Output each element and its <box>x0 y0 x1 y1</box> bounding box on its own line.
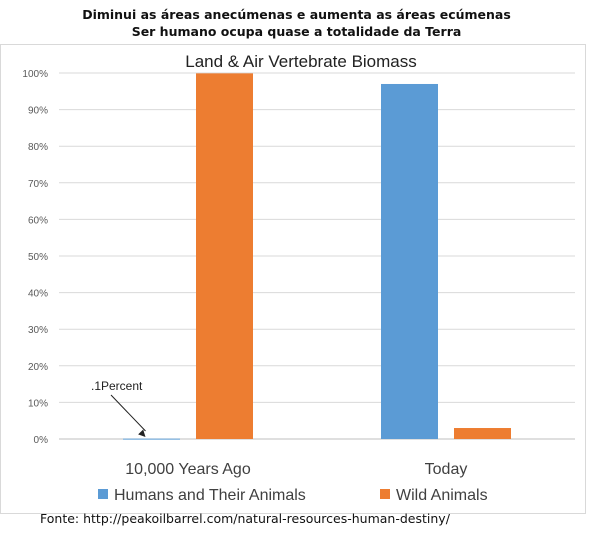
legend-swatch <box>98 489 108 499</box>
chart-area: Land & Air Vertebrate Biomass 0% 10% 20% 30… <box>0 44 586 514</box>
bar <box>123 438 180 440</box>
annotation-label: .1Percent <box>91 379 143 393</box>
chart-heading-line-1: Diminui as áreas anecúmenas e aumenta as… <box>82 7 511 22</box>
source-credit: Fonte: http://peakoilbarrel.com/natural-… <box>40 511 450 526</box>
annotation-arrow-line <box>110 394 146 432</box>
bar <box>454 428 511 439</box>
x-tick-label: Today <box>425 461 468 478</box>
y-tick-label: 40% <box>28 289 48 300</box>
y-tick-label: 50% <box>28 252 48 263</box>
y-tick-label: 60% <box>28 215 48 226</box>
y-tick-label: 30% <box>28 325 48 336</box>
y-tick-label: 80% <box>28 142 48 153</box>
legend-swatch <box>380 489 390 499</box>
chart-title: Land & Air Vertebrate Biomass <box>185 52 417 71</box>
y-tick-label: 90% <box>28 106 48 117</box>
x-tick-label: 10,000 Years Ago <box>125 461 251 478</box>
legend-label: Humans and Their Animals <box>114 487 306 504</box>
legend-label: Wild Animals <box>396 487 488 504</box>
y-tick-label: 100% <box>22 69 48 80</box>
y-tick-label: 70% <box>28 179 48 190</box>
y-tick-label: 10% <box>28 398 48 409</box>
bar <box>381 83 438 440</box>
bar-chart: Land & Air Vertebrate Biomass 0% 10% 20% 30… <box>22 52 575 504</box>
chart-heading-line-2: Ser humano ocupa quase a totalidade da T… <box>131 24 462 39</box>
bar <box>196 73 253 439</box>
annotation-arrow-head <box>138 429 146 437</box>
y-tick-label: 0% <box>34 435 49 446</box>
y-tick-label: 20% <box>28 362 48 373</box>
